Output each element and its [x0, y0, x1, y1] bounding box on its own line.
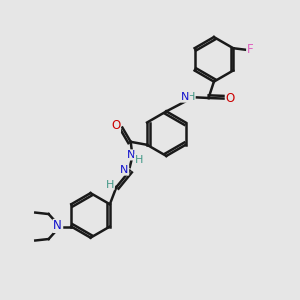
Text: O: O	[111, 119, 121, 132]
Text: H: H	[134, 155, 143, 165]
Text: F: F	[247, 43, 253, 56]
Text: N: N	[127, 150, 135, 160]
Text: H: H	[106, 180, 114, 190]
Text: H: H	[187, 92, 195, 102]
Text: N: N	[181, 92, 189, 102]
Text: N: N	[53, 219, 62, 232]
Text: O: O	[225, 92, 235, 105]
Text: N: N	[120, 165, 129, 175]
